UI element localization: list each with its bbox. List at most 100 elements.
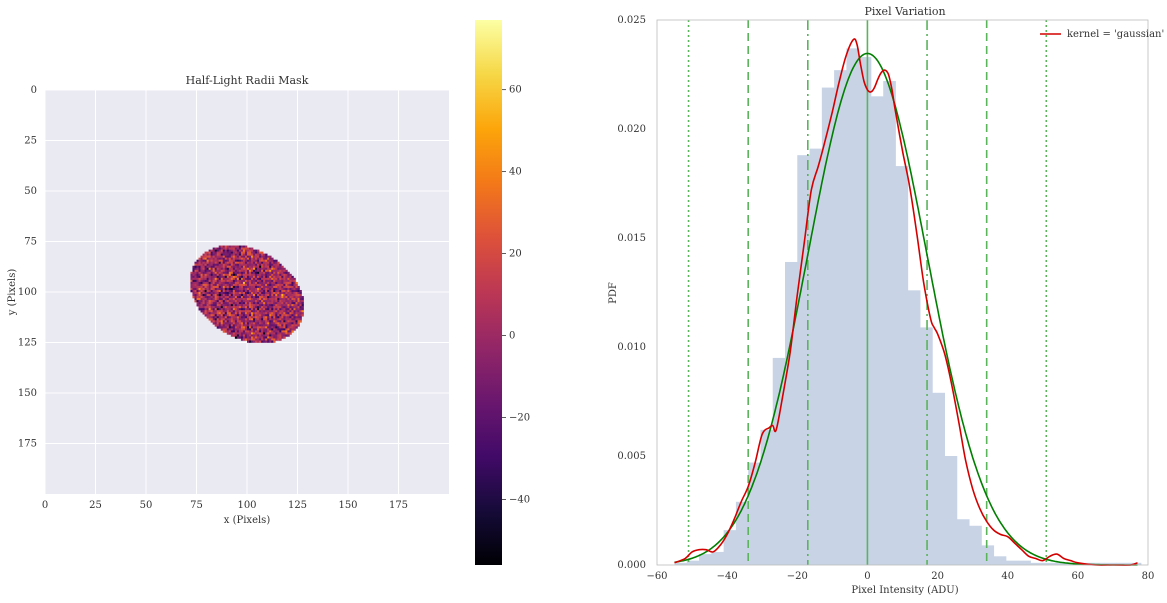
heatmap-cell <box>259 298 262 301</box>
histogram-x-axis-label: Pixel Intensity (ADU) <box>851 585 958 596</box>
heatmap-cell <box>216 314 220 317</box>
heatmap-cell <box>283 279 286 283</box>
heatmap-cell <box>204 287 207 291</box>
heatmap-cell <box>269 296 272 299</box>
heatmap-cell <box>200 302 203 305</box>
heatmap-cell <box>275 263 278 267</box>
heatmap-cell <box>275 296 278 299</box>
heatmap-cell <box>281 330 284 333</box>
heatmap-cell <box>253 253 256 256</box>
histogram-x-tick-label: 60 <box>1071 571 1084 582</box>
heatmap-cell <box>267 318 270 321</box>
heatmap-cell <box>210 255 213 258</box>
heatmap-cell <box>210 249 213 252</box>
heatmap-cell <box>291 281 294 285</box>
heatmap-y-tick-label: 50 <box>24 186 37 197</box>
heatmap-cell <box>247 310 250 313</box>
heatmap-cell <box>267 285 270 289</box>
heatmap-cell <box>289 281 292 285</box>
heatmap-cell <box>263 318 266 321</box>
heatmap-cell <box>269 281 272 285</box>
heatmap-cell <box>240 326 244 329</box>
heatmap-cell <box>232 298 236 301</box>
heatmap-cell <box>226 292 230 295</box>
heatmap-cell <box>192 292 195 295</box>
heatmap-cell <box>253 334 256 337</box>
heatmap-cell <box>224 306 228 309</box>
heatmap-cell <box>275 332 278 335</box>
heatmap-cell <box>261 336 264 339</box>
heatmap-cell <box>253 302 256 305</box>
heatmap-cell <box>236 259 240 262</box>
heatmap-cell <box>249 298 252 301</box>
heatmap-cell <box>293 308 296 311</box>
heatmap-cell <box>204 292 207 295</box>
heatmap-cell <box>204 267 207 271</box>
heatmap-cell <box>210 251 213 254</box>
heatmap-cell <box>295 300 298 303</box>
heatmap-cell <box>273 308 276 311</box>
heatmap-cell <box>228 312 232 315</box>
heatmap-cell <box>214 253 217 256</box>
heatmap-cell <box>230 279 234 283</box>
heatmap-cell <box>273 273 276 277</box>
heatmap-cell <box>192 285 195 289</box>
heatmap-cell <box>216 320 220 323</box>
heatmap-cell <box>275 277 278 281</box>
heatmap-cell <box>214 279 217 283</box>
heatmap-cell <box>226 275 230 279</box>
heatmap-cell <box>240 263 244 267</box>
heatmap-cell <box>240 318 244 321</box>
heatmap-cell <box>261 330 264 333</box>
heatmap-cell <box>218 273 222 277</box>
heatmap-cell <box>206 269 209 273</box>
heatmap-cell <box>283 330 286 333</box>
heatmap-cell <box>196 269 199 273</box>
heatmap-cell <box>202 267 205 271</box>
heatmap-x-tick-label: 175 <box>389 500 408 511</box>
heatmap-cell <box>234 328 238 331</box>
heatmap-cell <box>240 273 244 277</box>
heatmap-cell <box>251 302 254 305</box>
heatmap-cell <box>271 340 274 343</box>
heatmap-cell <box>259 275 262 279</box>
heatmap-cell <box>267 289 270 293</box>
heatmap-cell <box>261 328 264 331</box>
heatmap-cell <box>275 330 278 333</box>
heatmap-cell <box>255 306 258 309</box>
heatmap-cell <box>275 334 278 337</box>
heatmap-cell <box>261 275 264 279</box>
heatmap-cell <box>198 269 201 273</box>
heatmap-cell <box>238 306 242 309</box>
heatmap-cell <box>204 255 207 258</box>
heatmap-cell <box>240 279 244 283</box>
heatmap-cell <box>259 294 262 297</box>
heatmap-cell <box>253 269 256 273</box>
heatmap-cell <box>214 265 217 269</box>
heatmap-cell <box>281 292 284 295</box>
heatmap-cell <box>194 294 197 297</box>
heatmap-cell <box>204 263 207 267</box>
heatmap-cell <box>206 275 209 279</box>
heatmap-cell <box>234 267 238 271</box>
heatmap-cell <box>202 308 205 311</box>
heatmap-cell <box>226 310 230 313</box>
heatmap-cell <box>291 294 294 297</box>
heatmap-cell <box>281 271 284 275</box>
heatmap-cell <box>216 318 220 321</box>
heatmap-cell <box>261 304 264 307</box>
heatmap-cell <box>210 265 213 269</box>
heatmap-cell <box>261 277 264 281</box>
heatmap-cell <box>261 340 264 343</box>
heatmap-cell <box>244 298 248 301</box>
heatmap-cell <box>194 300 197 303</box>
heatmap-cell <box>265 275 268 279</box>
heatmap-cell <box>242 271 246 275</box>
heatmap-cell <box>289 292 292 295</box>
heatmap-cell <box>224 298 228 301</box>
heatmap-cell <box>293 292 296 295</box>
heatmap-cell <box>208 257 211 260</box>
heatmap-cell <box>293 312 296 315</box>
heatmap-cell <box>289 332 292 335</box>
heatmap-cell <box>198 304 201 307</box>
